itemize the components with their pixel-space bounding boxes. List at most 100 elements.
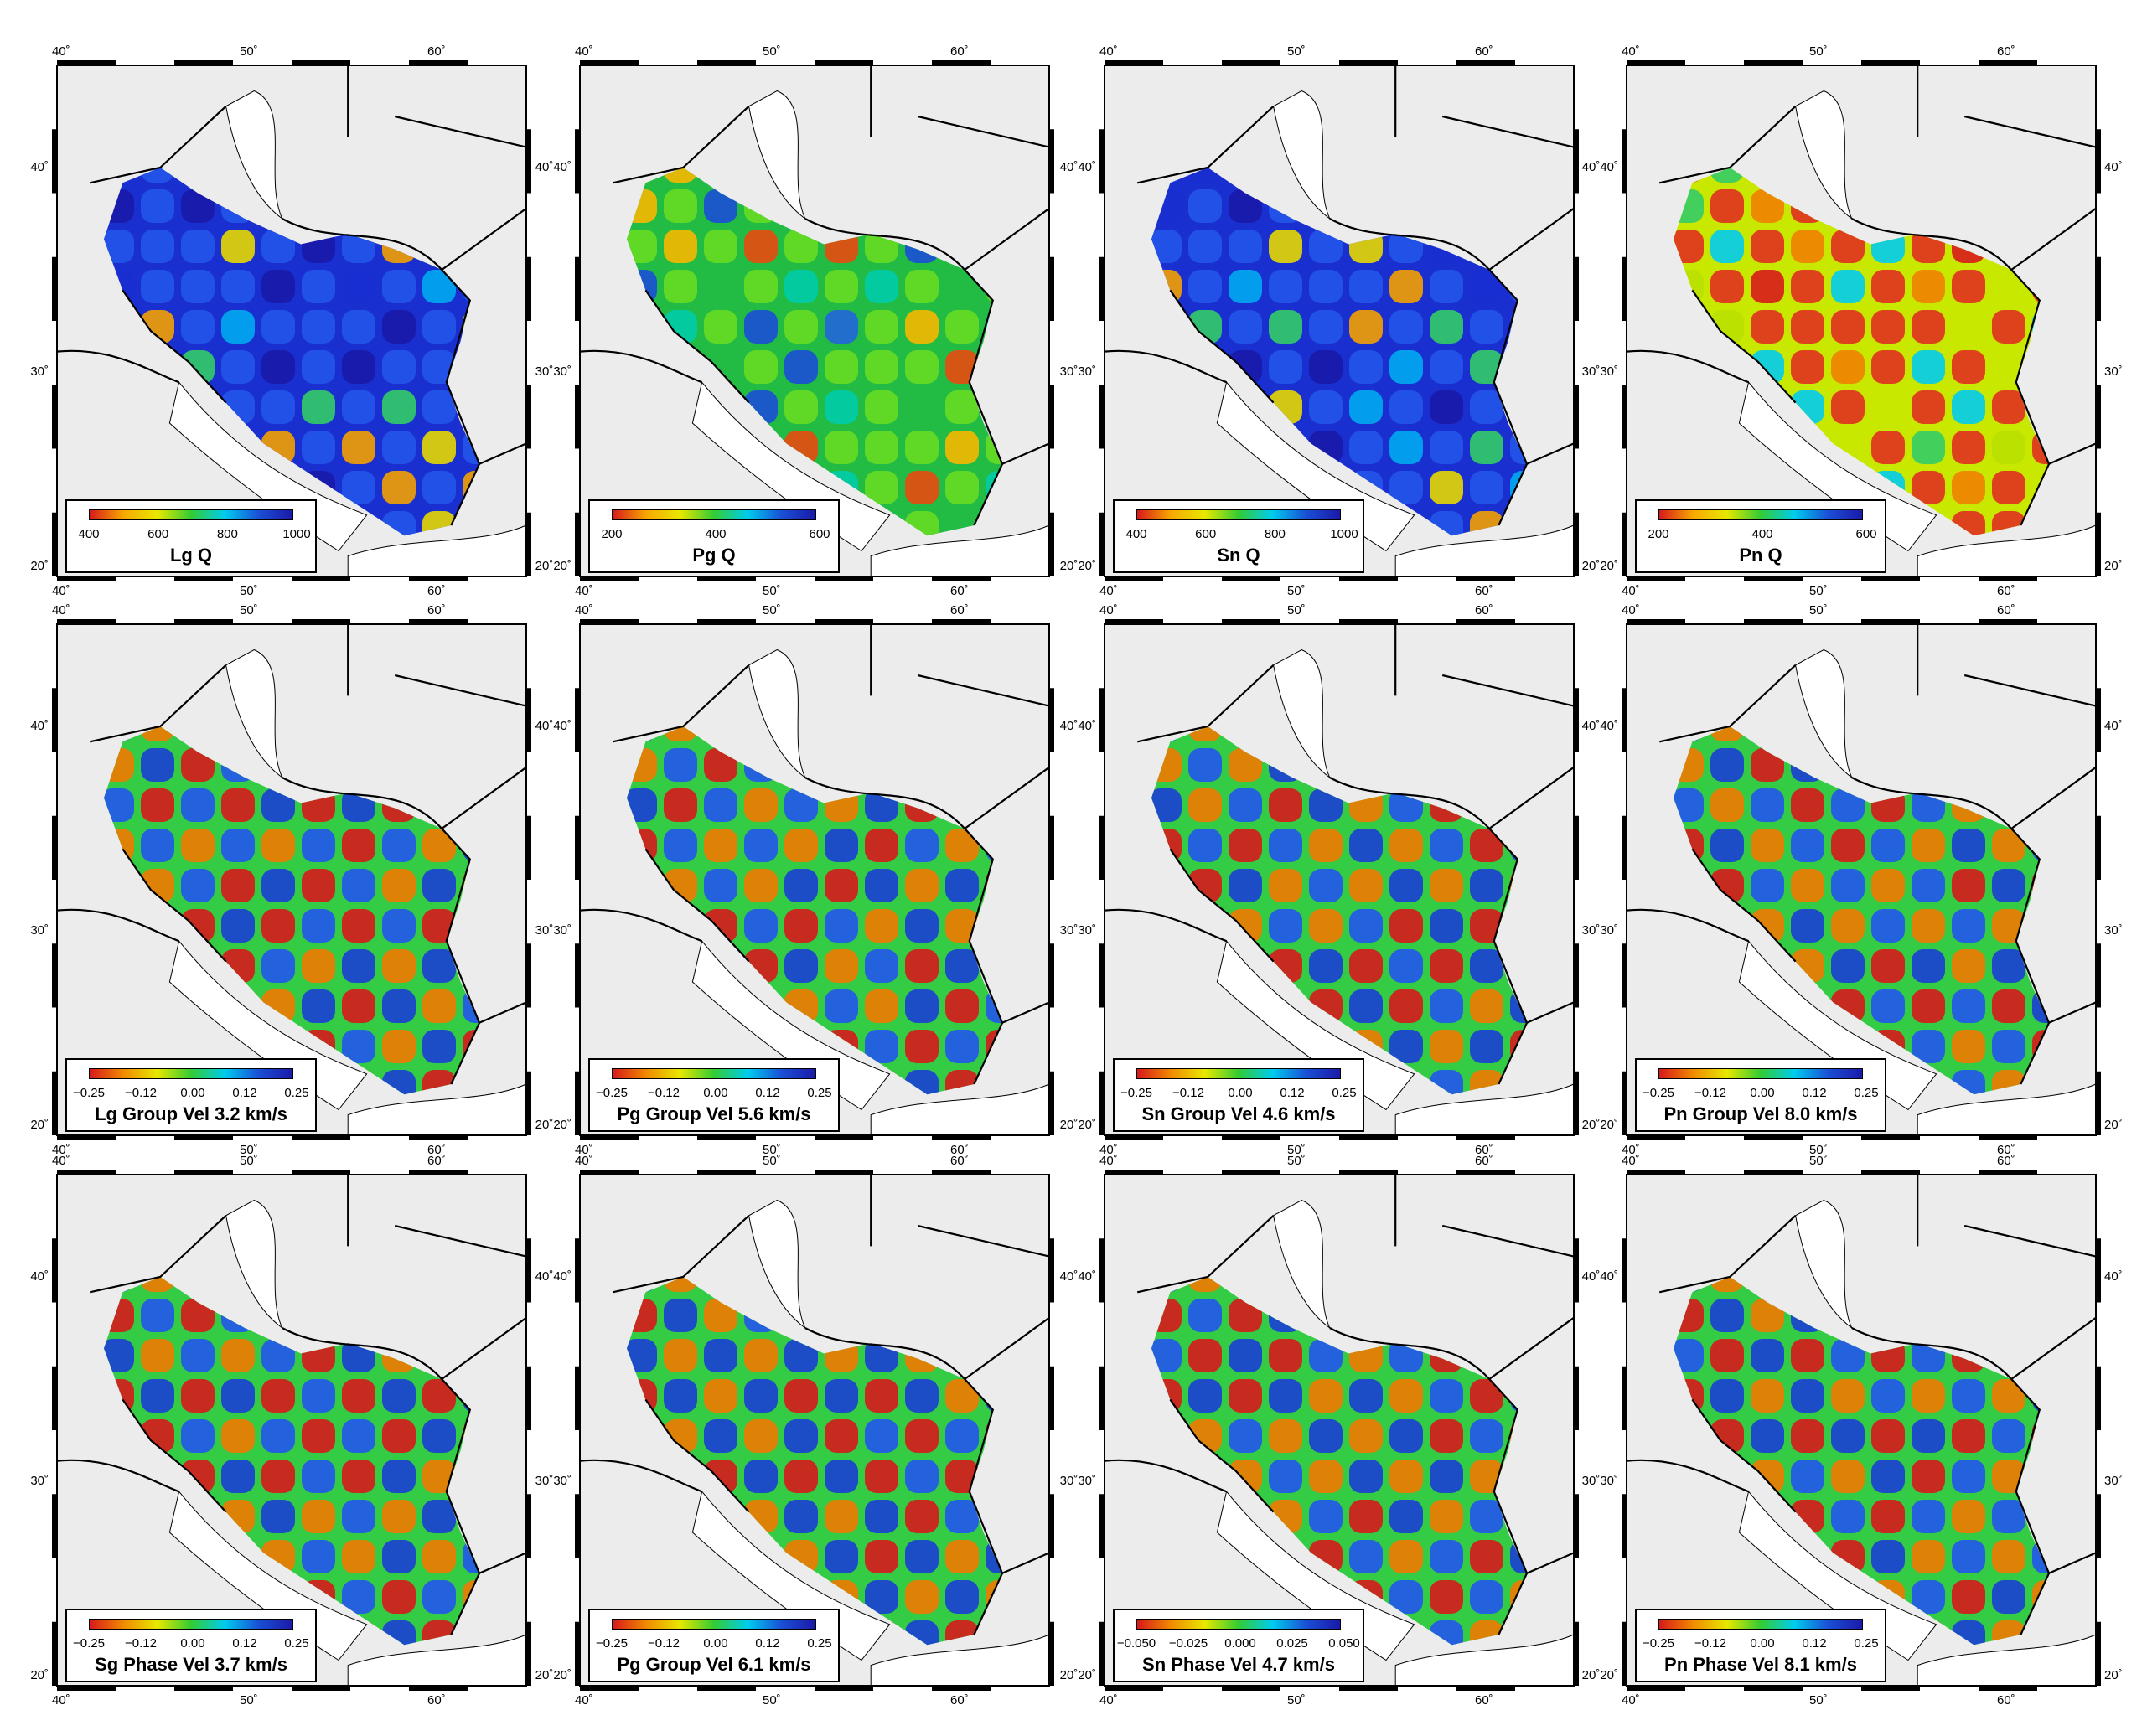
anomaly-cell bbox=[221, 350, 255, 384]
anomaly-cell bbox=[302, 949, 335, 983]
anomaly-cell bbox=[1309, 350, 1343, 384]
longitude-tick-top: 60˚ bbox=[427, 603, 446, 617]
colorbar-tick-label: 600 bbox=[147, 527, 169, 541]
anomaly-cell bbox=[744, 350, 778, 384]
anomaly-cell bbox=[784, 390, 818, 424]
map-panel: 40˚ 50˚ 60˚ 40˚ 50˚ 60˚ 40˚40˚ 30˚30˚ 20˚20˚ 200 4… bbox=[535, 45, 1054, 597]
latitude-tick-right: 20˚ bbox=[2104, 558, 2123, 573]
anomaly-cell bbox=[1791, 350, 1824, 384]
longitude-tick-top: 60˚ bbox=[1475, 603, 1493, 617]
colorbar-tick-label: −0.25 bbox=[596, 1636, 628, 1651]
anomaly-cell bbox=[302, 1540, 335, 1573]
anomaly-cell bbox=[1309, 909, 1343, 943]
anomaly-cell bbox=[221, 909, 255, 943]
colorbar-tick-label: 600 bbox=[1195, 527, 1217, 541]
anomaly-cell bbox=[422, 949, 456, 983]
anomaly-cell bbox=[1952, 949, 1985, 983]
anomaly-cell bbox=[382, 1070, 416, 1095]
anomaly-cell bbox=[704, 869, 737, 902]
latitude-tick-right: 30˚ bbox=[2104, 364, 2123, 379]
anomaly-cell bbox=[1229, 189, 1262, 223]
anomaly-cell bbox=[744, 310, 778, 344]
anomaly-cell bbox=[825, 989, 858, 1023]
colorbar-tick-label: 0.00 bbox=[180, 1086, 205, 1100]
colorbar-legend: −0.25 −0.12 0.00 0.12 0.25 Pg Group Vel 6.1 k… bbox=[588, 1609, 840, 1682]
anomaly-cell bbox=[1470, 310, 1503, 344]
latitude-tick-left: 20˚ bbox=[30, 1117, 49, 1132]
anomaly-cell bbox=[1269, 909, 1302, 943]
colorbar-tick-label: 0.12 bbox=[755, 1086, 780, 1100]
latitude-tick-left: 30˚30˚ bbox=[535, 923, 572, 938]
longitude-tick-top: 50˚ bbox=[763, 1154, 781, 1168]
anomaly-cell bbox=[382, 1460, 416, 1493]
anomaly-cell bbox=[342, 1460, 375, 1493]
anomaly-cell bbox=[1871, 949, 1905, 983]
colorbar-tick-label: 0.050 bbox=[1328, 1636, 1360, 1651]
longitude-tick-bottom: 50˚ bbox=[1809, 1143, 1828, 1157]
anomaly-cell bbox=[382, 1419, 416, 1453]
anomaly-cell bbox=[1871, 1460, 1905, 1493]
country-border bbox=[89, 664, 227, 743]
anomaly-cell bbox=[1470, 1580, 1503, 1614]
colorbar-tick-label: −0.25 bbox=[73, 1086, 105, 1100]
anomaly-cell bbox=[382, 1540, 416, 1573]
anomaly-cell bbox=[1912, 1500, 1945, 1533]
colorbar-legend: 200 400 600 Pn Q bbox=[1635, 499, 1886, 573]
country-border bbox=[122, 1398, 227, 1513]
colorbar-legend: 200 400 600 Pg Q bbox=[588, 499, 840, 573]
longitude-tick-bottom: 50˚ bbox=[1809, 584, 1828, 598]
anomaly-cell bbox=[1791, 270, 1824, 303]
anomaly-cell bbox=[422, 350, 456, 384]
anomaly-cell bbox=[1952, 1540, 1985, 1573]
country-border bbox=[612, 664, 750, 743]
anomaly-cell bbox=[1430, 431, 1463, 464]
anomaly-cell bbox=[1430, 909, 1463, 943]
anomaly-cell bbox=[945, 1379, 979, 1413]
anomaly-cell bbox=[1389, 989, 1423, 1023]
latitude-tick-left: 40˚40˚ bbox=[1581, 160, 1618, 174]
longitude-tick-top: 60˚ bbox=[950, 44, 969, 59]
anomaly-cell bbox=[1831, 829, 1865, 862]
country-border bbox=[1441, 1224, 1575, 1258]
anomaly-cell bbox=[1389, 1030, 1423, 1063]
anomaly-cell bbox=[1871, 390, 1905, 424]
anomaly-cell bbox=[945, 909, 979, 943]
anomaly-cell bbox=[1269, 1379, 1302, 1413]
anomaly-cell bbox=[744, 1379, 778, 1413]
country-border bbox=[1441, 115, 1575, 148]
anomaly-cell bbox=[905, 310, 939, 344]
anomaly-cell bbox=[945, 1419, 979, 1453]
anomaly-cell bbox=[1430, 1070, 1463, 1095]
anomaly-cell bbox=[704, 1379, 737, 1413]
anomaly-cell bbox=[1470, 1540, 1503, 1573]
anomaly-cell bbox=[945, 949, 979, 983]
country-border bbox=[1001, 1001, 1050, 1024]
longitude-tick-top: 40˚ bbox=[1622, 44, 1640, 59]
anomaly-cell bbox=[784, 949, 818, 983]
anomaly-cell bbox=[1229, 230, 1262, 263]
country-border bbox=[1626, 349, 1749, 384]
anomaly-cell bbox=[422, 829, 456, 862]
anomaly-cell bbox=[261, 1339, 295, 1372]
anomaly-cell bbox=[865, 909, 898, 943]
anomaly-cell bbox=[1992, 270, 2025, 303]
country-border bbox=[441, 207, 527, 271]
country-border bbox=[89, 1214, 227, 1294]
anomaly-cell bbox=[1710, 1339, 1744, 1372]
anomaly-cell bbox=[261, 909, 295, 943]
country-border bbox=[282, 1327, 443, 1380]
anomaly-cell bbox=[1952, 471, 1985, 504]
anomaly-cell bbox=[945, 431, 979, 464]
anomaly-cell bbox=[825, 431, 858, 464]
anomaly-cell bbox=[382, 1379, 416, 1413]
anomaly-cell bbox=[945, 869, 979, 902]
anomaly-cell bbox=[1349, 1379, 1383, 1413]
map-canvas bbox=[575, 1170, 1054, 1691]
anomaly-cell bbox=[302, 1419, 335, 1453]
colorbar-tick-label: 0.025 bbox=[1276, 1636, 1308, 1651]
anomaly-cell bbox=[1349, 1460, 1383, 1493]
colorbar-tick-label: 0.25 bbox=[807, 1086, 832, 1100]
colorbar bbox=[612, 1619, 816, 1630]
latitude-tick-right: 30˚ bbox=[2104, 1474, 2123, 1488]
map-canvas bbox=[1622, 619, 2101, 1140]
